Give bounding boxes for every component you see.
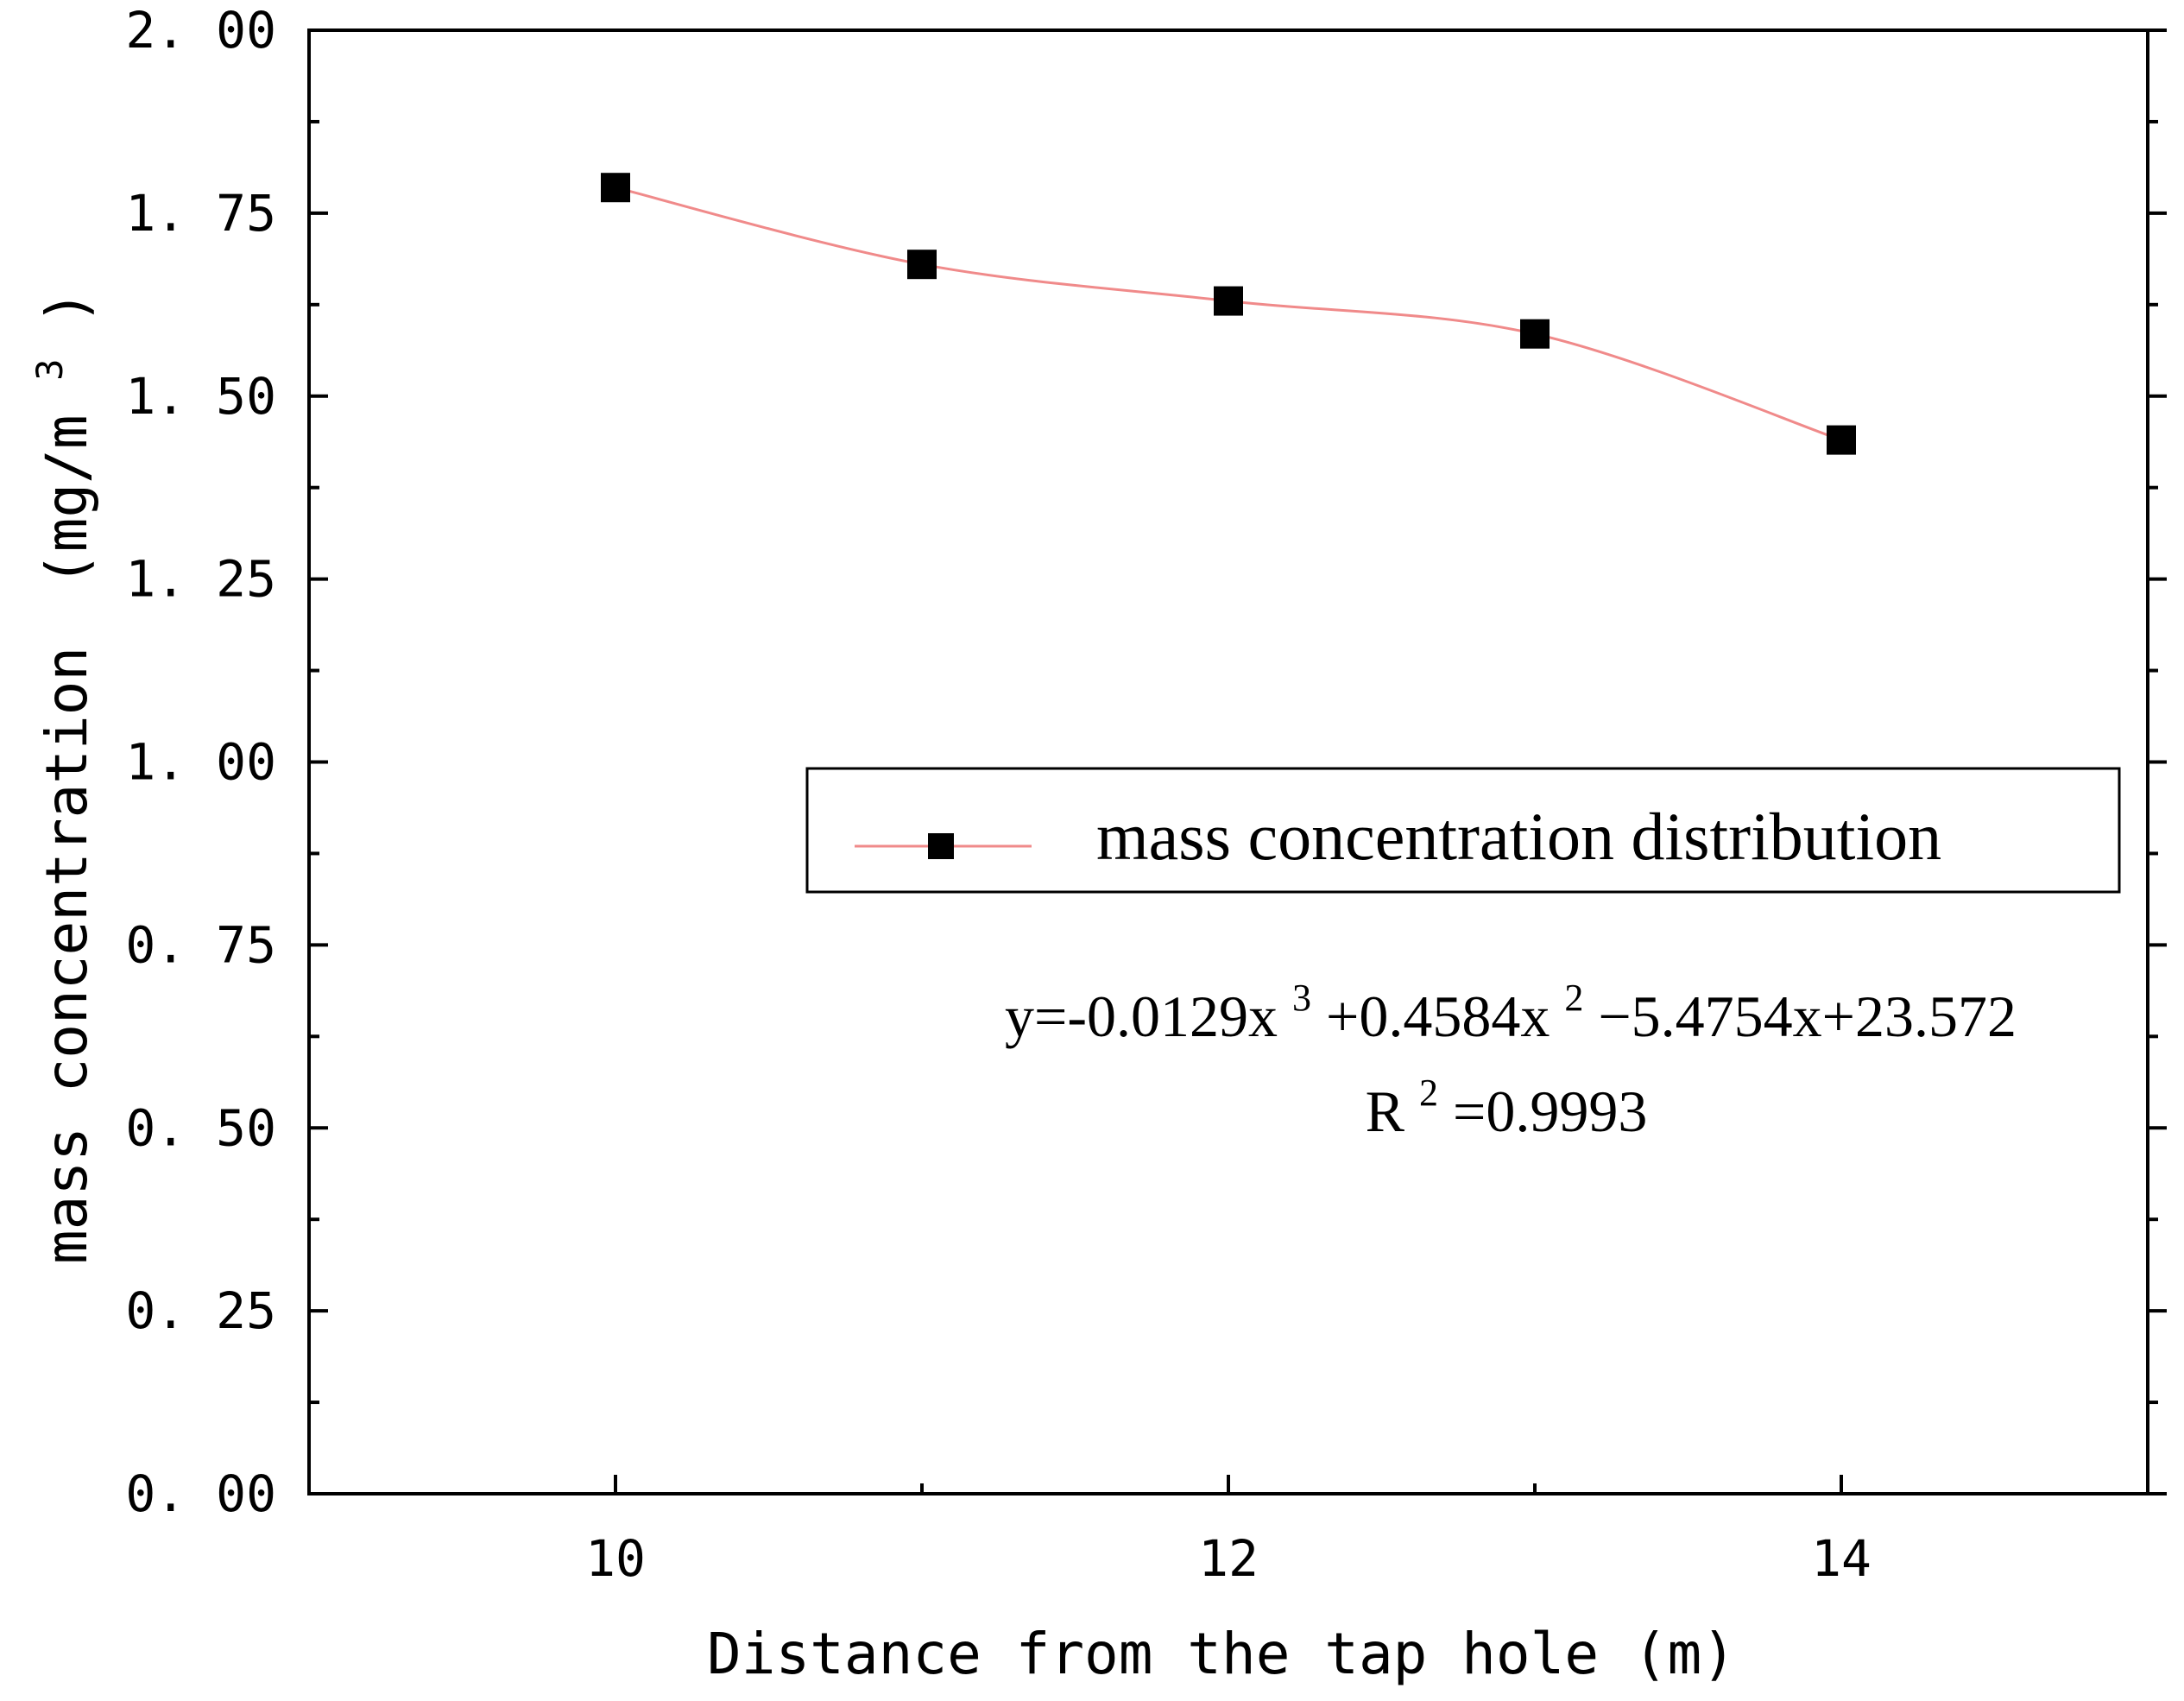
plot-frame [307,28,2149,1495]
y-tick-label: 0. 00 [125,1464,276,1523]
y-axis-title-base: mass concentration [34,647,100,1264]
y-tick-label: 0. 75 [125,915,276,974]
y-tick-label: 1. 00 [125,733,276,792]
fit-equation: y=-0.0129x 3 +0.4584x 2 −5.4754x+23.572 [1005,958,2017,1049]
y-tick-label: 2. 00 [125,1,276,60]
y-tick-label: 0. 50 [125,1098,276,1157]
axis-ticks [309,28,2167,1495]
r2-part-1: R [1366,1078,1405,1144]
fit-eq-part-1: y=-0.0129x [1005,983,1278,1049]
x-tick-labels: 10 12 14 [585,1529,1872,1588]
r2-exp: 2 [1419,1072,1438,1114]
y-axis-title-unit-close: ) [34,290,100,325]
y-tick-labels: 0. 00 0. 25 0. 50 0. 75 1. 00 1. 25 1. 50 1. 75… [125,1,276,1523]
legend-label: mass concentration distribution [1096,799,1941,874]
data-point-marker [1520,319,1550,349]
fit-eq-exp-3: 3 [1292,977,1311,1019]
data-point-marker [1214,286,1243,316]
fit-eq-exp-2: 2 [1564,977,1583,1019]
data-point-marker [907,250,937,280]
x-tick-label: 10 [585,1529,646,1588]
legend: mass concentration distribution [805,767,2121,894]
x-axis-title: Distance from the tap hole (m) [707,1621,1736,1687]
data-point-marker [601,173,630,203]
y-tick-label: 0. 25 [125,1281,276,1340]
y-axis-title: mass concentration (mg/m 3 ) [9,290,100,1264]
y-axis-title-unit-open: (mg/m [34,414,100,586]
r2-part-2: =0.9993 [1453,1078,1647,1144]
fit-eq-part-2: +0.4584x [1326,983,1550,1049]
r-squared: R 2 =0.9993 [1366,1053,1648,1144]
legend-marker [928,833,954,859]
y-tick-label: 1. 50 [125,367,276,426]
y-axis-title-unit-sup: 3 [28,358,71,380]
x-tick-label: 14 [1811,1529,1872,1588]
data-point-marker [1827,425,1856,455]
data-points [601,173,1856,455]
y-tick-label: 1. 25 [125,550,276,609]
legend-box [805,767,2121,894]
fit-eq-part-3: −5.4754x+23.572 [1598,983,2017,1049]
y-tick-label: 1. 75 [125,184,276,243]
x-tick-label: 12 [1198,1529,1259,1588]
